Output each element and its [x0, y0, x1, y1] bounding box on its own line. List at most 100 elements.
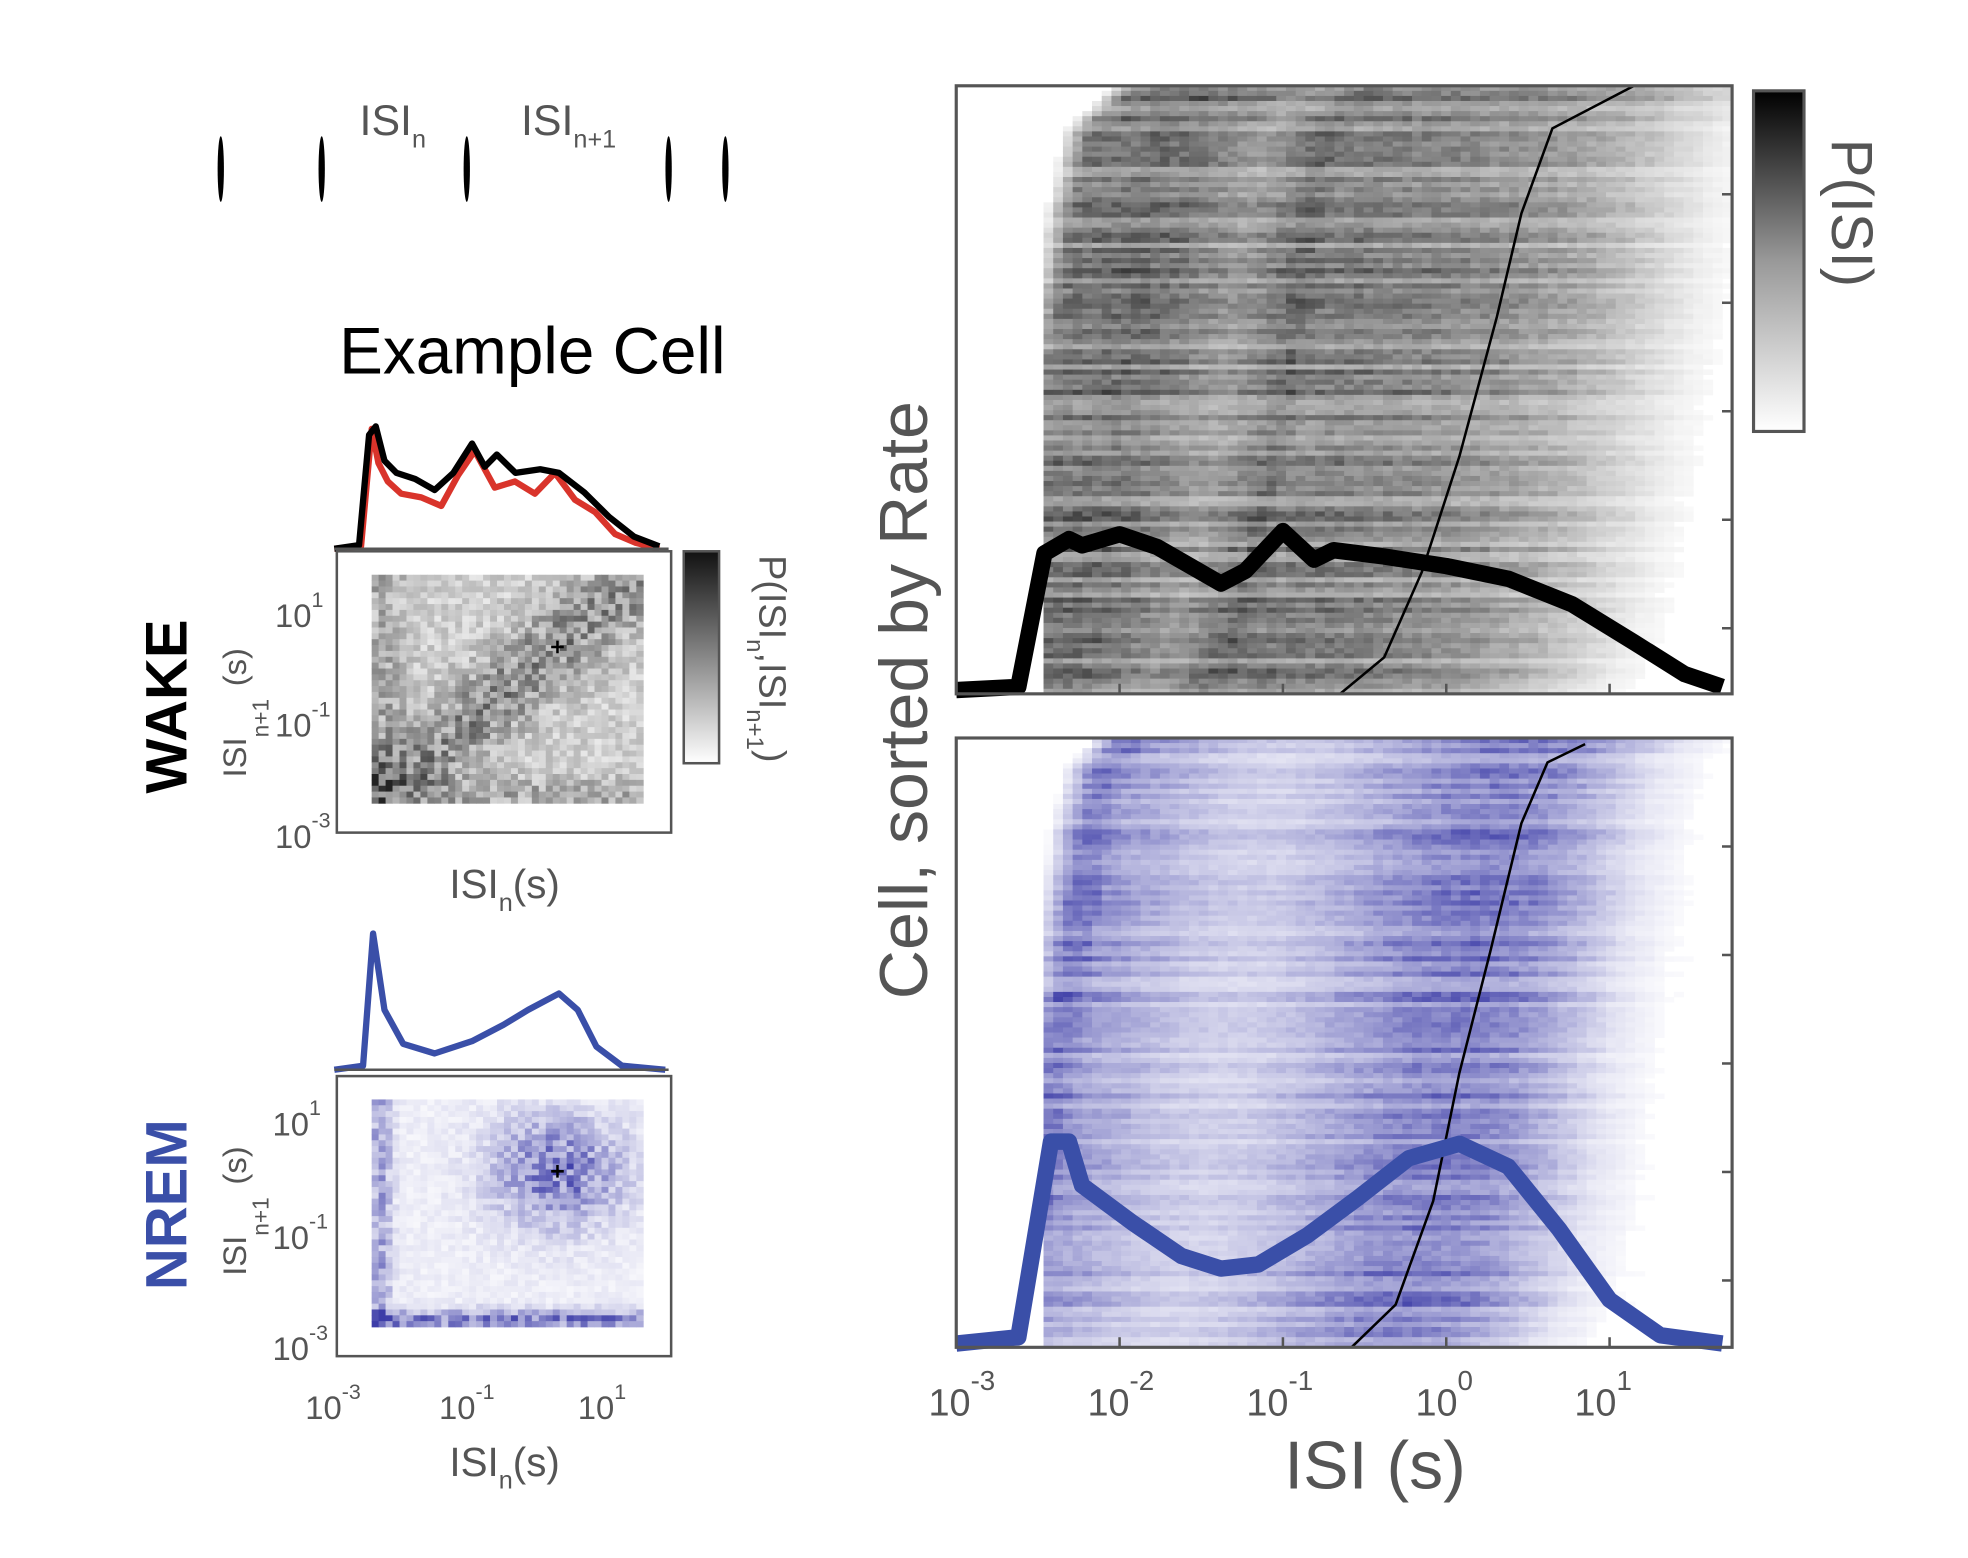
- heat-cell: [392, 1256, 400, 1264]
- heat-cell: [552, 1297, 561, 1305]
- heat-cell: [1450, 197, 1461, 203]
- heat-cell: [441, 627, 449, 634]
- heat-cell: [524, 1274, 533, 1281]
- heat-cell: [1606, 106, 1617, 112]
- heat-cell: [441, 779, 449, 787]
- heat-cell: [1179, 182, 1190, 188]
- heat-cell: [371, 1216, 379, 1223]
- heat-cell: [497, 1268, 505, 1275]
- heat-cell: [441, 674, 449, 681]
- heat-cell: [1189, 202, 1200, 208]
- heat-cell: [1654, 95, 1665, 102]
- heat-cell: [385, 1169, 393, 1176]
- heat-cell: [448, 732, 456, 740]
- heat-cell: [517, 791, 526, 798]
- heat-cell: [1305, 136, 1316, 142]
- heat-cell: [1382, 222, 1394, 229]
- heat-cell: [1547, 85, 1558, 92]
- nrem-x-ticks: 10-3 10-1 101: [305, 1380, 626, 1426]
- heat-cell: [580, 1309, 588, 1316]
- heat-cell: [483, 1105, 491, 1112]
- heat-cell: [469, 1315, 477, 1322]
- heat-cell: [427, 1291, 435, 1299]
- heat-cell: [580, 1169, 588, 1176]
- heat-cell: [406, 779, 414, 787]
- heat-cell: [1247, 111, 1258, 117]
- heat-cell: [455, 750, 463, 757]
- heat-cell: [559, 580, 568, 587]
- heat-cell: [413, 774, 421, 781]
- heat-cell: [1702, 131, 1714, 137]
- heat-cell: [1412, 126, 1423, 132]
- heat-cell: [1664, 126, 1675, 132]
- heat-cell: [497, 1303, 505, 1310]
- heat-cell: [427, 1116, 435, 1124]
- heat-cell: [615, 738, 623, 746]
- heat-cell: [559, 1181, 568, 1188]
- heat-cell: [601, 697, 609, 705]
- heat-cell: [580, 598, 588, 605]
- heat-cell: [1111, 95, 1122, 102]
- heat-cell: [1324, 100, 1335, 107]
- heat-cell: [462, 1274, 470, 1281]
- heat-cell: [378, 1280, 386, 1287]
- heat-cell: [1130, 187, 1141, 193]
- heat-cell: [1567, 202, 1578, 208]
- heat-cell: [566, 709, 575, 716]
- heat-cell: [1586, 176, 1597, 183]
- heat-cell: [573, 627, 581, 634]
- heat-cell: [490, 1321, 498, 1328]
- heat-cell: [1586, 85, 1597, 92]
- heat-cell: [622, 1192, 630, 1199]
- heat-cell: [1130, 136, 1141, 142]
- heat-cell: [622, 621, 630, 628]
- heat-cell: [441, 738, 449, 746]
- heat-cell: [1625, 141, 1636, 147]
- heat-cell: [1130, 176, 1141, 183]
- heat-cell: [545, 674, 554, 681]
- heat-cell: [1702, 161, 1714, 168]
- heat-cell: [538, 791, 547, 798]
- heat-cell: [371, 727, 379, 734]
- heat-cell: [587, 768, 595, 775]
- heat-cell: [462, 1245, 470, 1252]
- heat-cell: [622, 1227, 630, 1235]
- heat-cell: [490, 639, 498, 646]
- heat-cell: [1528, 106, 1539, 112]
- heat-cell: [559, 1286, 568, 1293]
- heat-cell: [1256, 90, 1267, 97]
- heat-cell: [615, 1239, 623, 1246]
- heat-cell: [622, 703, 630, 710]
- heat-cell: [559, 797, 568, 804]
- heat-cell: [622, 1216, 630, 1223]
- heat-cell: [1402, 156, 1413, 163]
- heat-cell: [455, 1256, 463, 1264]
- heat-cell: [476, 1181, 484, 1188]
- heat-cell: [531, 1291, 540, 1299]
- heat-cell: [1615, 156, 1626, 163]
- heat-cell: [399, 1315, 407, 1322]
- heat-cell: [1450, 151, 1461, 158]
- heat-cell: [427, 1122, 435, 1129]
- heat-cell: [552, 1204, 561, 1211]
- heat-cell: [552, 779, 561, 787]
- heat-cell: [385, 779, 393, 787]
- heat-cell: [406, 1134, 414, 1141]
- heat-cell: [524, 1116, 533, 1124]
- heat-cell: [392, 768, 400, 775]
- heat-cell: [517, 1099, 526, 1106]
- heat-cell: [1198, 171, 1209, 178]
- heat-cell: [378, 785, 386, 792]
- heat-cell: [1111, 166, 1122, 173]
- heat-cell: [462, 1186, 470, 1194]
- heat-cell: [608, 721, 616, 728]
- heat-cell: [1363, 85, 1374, 92]
- heat-cell: [1683, 111, 1694, 117]
- heat-cell: [608, 750, 616, 757]
- heat-cell: [1285, 141, 1297, 147]
- heat-cell: [476, 703, 484, 710]
- heat-cell: [420, 1198, 428, 1205]
- heat-cell: [1693, 166, 1704, 173]
- heat-cell: [622, 1186, 630, 1194]
- heat-cell: [1295, 116, 1306, 122]
